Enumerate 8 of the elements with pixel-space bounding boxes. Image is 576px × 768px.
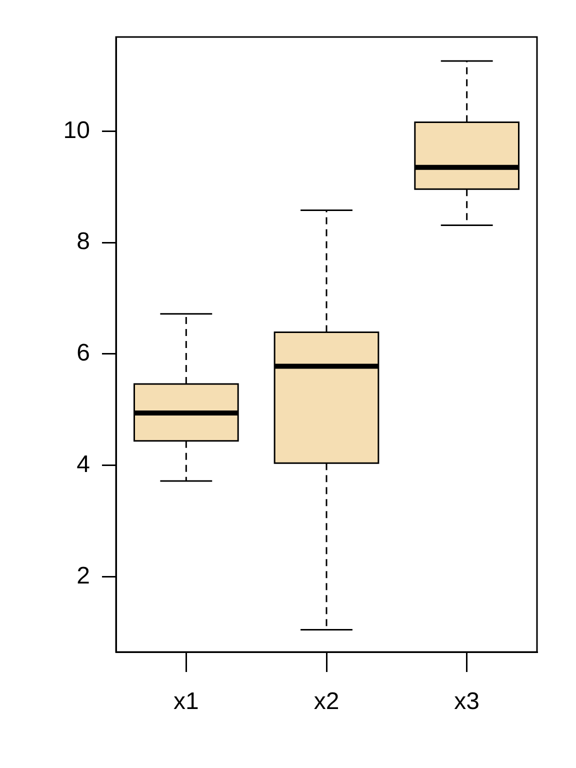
y-tick-label: 10 — [63, 116, 90, 144]
y-tick-label: 4 — [76, 451, 90, 478]
x-tick-label: x3 — [454, 688, 480, 716]
x-tick-label: x1 — [173, 688, 199, 716]
y-tick-label: 8 — [76, 228, 90, 256]
y-tick-label: 6 — [76, 340, 90, 367]
x-tick-label: x2 — [314, 688, 340, 716]
y-tick-label: 2 — [76, 562, 90, 590]
